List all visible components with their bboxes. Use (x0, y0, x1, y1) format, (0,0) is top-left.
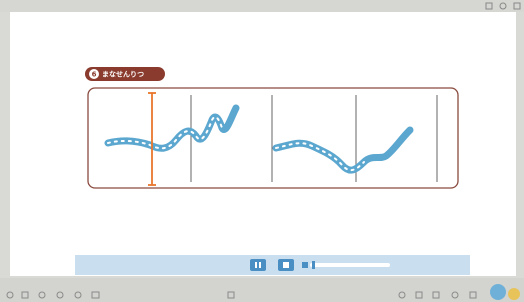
avatar-icon[interactable] (508, 288, 520, 300)
badge-label: まなせんりつ (102, 70, 144, 79)
stop-icon (283, 262, 289, 268)
top-bar (0, 0, 524, 12)
pause-button[interactable] (250, 259, 266, 271)
page: 6 まなせんりつ (0, 0, 524, 302)
avatar-icon[interactable] (490, 284, 506, 300)
volume-knob[interactable] (312, 261, 315, 269)
volume-icon[interactable] (302, 262, 308, 268)
playback-bar (75, 255, 470, 275)
badge-number: 6 (92, 71, 97, 79)
screen: 6 まなせんりつ (0, 0, 524, 302)
pause-icon (255, 262, 257, 268)
volume-slider[interactable] (310, 263, 390, 267)
pause-icon (259, 262, 261, 268)
